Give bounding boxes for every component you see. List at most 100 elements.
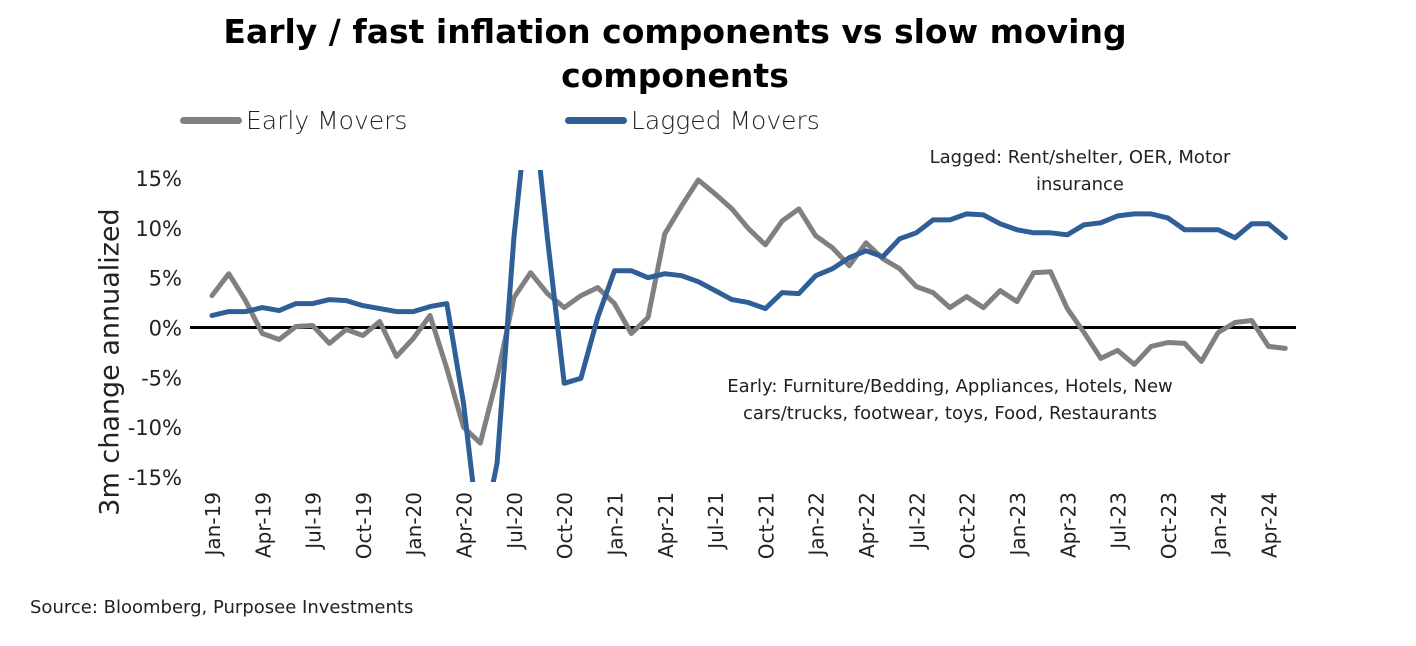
data-point-lagged-movers	[378, 307, 382, 311]
source-note: Source: Bloomberg, Purposee Investments	[30, 597, 414, 618]
x-tick-label: Apr-24	[1258, 492, 1282, 558]
x-tick-label: Jul-19	[302, 492, 326, 551]
data-point-lagged-movers	[277, 309, 281, 313]
data-point-early-movers	[696, 178, 700, 182]
data-point-lagged-movers	[579, 376, 583, 380]
series-layer	[209, 76, 1288, 482]
data-point-lagged-movers	[1216, 228, 1220, 232]
legend-swatch-early-movers	[180, 116, 242, 124]
data-point-lagged-movers	[344, 299, 348, 303]
data-point-early-movers	[948, 306, 952, 310]
data-point-early-movers	[646, 316, 650, 320]
data-point-early-movers	[579, 294, 583, 298]
series-line-early-movers	[209, 177, 1288, 446]
x-tick-label: Jul-22	[905, 492, 929, 551]
data-point-early-movers	[1065, 307, 1069, 311]
y-tick-label: 0%	[149, 317, 182, 341]
data-point-lagged-movers	[948, 218, 952, 222]
x-tick-label: Jul-20	[503, 492, 527, 551]
data-point-lagged-movers	[411, 310, 415, 314]
data-point-early-movers	[311, 324, 315, 328]
data-point-lagged-movers	[260, 306, 264, 310]
x-tick-label: Jan-19	[201, 492, 225, 558]
annotation-early-note: Early: Furniture/Bedding, Appliances, Ho…	[640, 373, 1260, 427]
data-point-lagged-movers	[713, 289, 717, 293]
x-tick-label: Apr-20	[453, 492, 477, 558]
data-point-early-movers	[747, 227, 751, 231]
annotation-early-line-1: Early: Furniture/Bedding, Appliances, Ho…	[727, 376, 1173, 397]
data-point-lagged-movers	[244, 310, 248, 314]
x-tick-label: Apr-22	[855, 492, 879, 558]
data-point-lagged-movers	[797, 292, 801, 296]
x-tick-label: Jan-23	[1006, 492, 1030, 558]
data-point-early-movers	[445, 366, 449, 370]
data-point-lagged-movers	[1183, 228, 1187, 232]
data-point-lagged-movers	[512, 236, 516, 240]
data-point-lagged-movers	[395, 310, 399, 314]
data-point-early-movers	[378, 320, 382, 324]
data-point-lagged-movers	[361, 304, 365, 308]
x-tick-label: Jul-23	[1107, 492, 1131, 551]
data-point-early-movers	[277, 338, 281, 342]
data-point-early-movers	[1233, 321, 1237, 325]
x-tick-label: Jan-20	[402, 492, 426, 558]
data-point-early-movers	[763, 243, 767, 247]
data-point-early-movers	[361, 334, 365, 338]
data-point-early-movers	[663, 232, 667, 236]
data-point-early-movers	[244, 299, 248, 303]
data-point-early-movers	[1199, 359, 1203, 363]
data-point-lagged-movers	[294, 302, 298, 306]
annotation-lagged-line-1: Lagged: Rent/shelter, OER, Motor	[929, 147, 1231, 168]
x-tick-label: Jan-22	[805, 492, 829, 558]
data-point-lagged-movers	[1250, 222, 1254, 226]
y-tick-label: 10%	[135, 217, 182, 241]
data-point-lagged-movers	[1267, 222, 1271, 226]
annotation-lagged-note: Lagged: Rent/shelter, OER, Motor insuran…	[870, 144, 1290, 198]
data-point-early-movers	[864, 241, 868, 245]
data-point-early-movers	[1283, 346, 1287, 350]
data-point-early-movers	[981, 306, 985, 310]
data-point-lagged-movers	[914, 231, 918, 235]
data-point-lagged-movers	[663, 272, 667, 276]
x-tick-label: Oct-20	[553, 492, 577, 559]
data-point-lagged-movers	[1132, 212, 1136, 216]
data-point-early-movers	[1132, 362, 1136, 366]
data-point-early-movers	[831, 246, 835, 250]
legend: Early Movers Lagged Movers	[180, 102, 940, 138]
data-point-early-movers	[1250, 319, 1254, 323]
data-point-lagged-movers	[1065, 233, 1069, 237]
data-point-lagged-movers	[696, 280, 700, 284]
data-point-lagged-movers	[831, 267, 835, 271]
data-point-lagged-movers	[529, 76, 533, 80]
x-tick-label: Jul-21	[704, 492, 728, 551]
legend-label-lagged-movers: Lagged Movers	[631, 105, 820, 135]
data-point-lagged-movers	[1099, 221, 1103, 225]
data-point-lagged-movers	[747, 301, 751, 305]
data-point-early-movers	[294, 325, 298, 329]
data-point-early-movers	[478, 441, 482, 445]
legend-item-early-movers[interactable]: Early Movers	[180, 102, 407, 138]
data-point-early-movers	[1082, 331, 1086, 335]
data-point-lagged-movers	[1199, 228, 1203, 232]
data-point-early-movers	[814, 234, 818, 238]
data-point-early-movers	[998, 289, 1002, 293]
data-point-early-movers	[428, 314, 432, 318]
data-point-early-movers	[713, 192, 717, 196]
data-point-lagged-movers	[613, 269, 617, 273]
data-point-lagged-movers	[780, 291, 784, 295]
annotation-lagged-line-2: insurance	[1035, 174, 1124, 195]
data-point-early-movers	[512, 296, 516, 300]
series-line-lagged-movers	[209, 170, 1288, 482]
data-point-early-movers	[730, 207, 734, 211]
data-point-lagged-movers	[763, 307, 767, 311]
data-point-lagged-movers	[210, 314, 214, 318]
data-point-lagged-movers	[445, 302, 449, 306]
data-point-early-movers	[965, 295, 969, 299]
x-axis-ticks: Jan-19 Apr-19 Jul-19 Oct-19 Jan-20 Apr-20 Jul-…	[201, 492, 1282, 559]
legend-label-early-movers: Early Movers	[246, 105, 408, 135]
data-point-lagged-movers	[881, 255, 885, 259]
data-point-lagged-movers	[311, 302, 315, 306]
data-point-early-movers	[327, 341, 331, 345]
legend-item-lagged-movers[interactable]: Lagged Movers	[565, 102, 820, 138]
